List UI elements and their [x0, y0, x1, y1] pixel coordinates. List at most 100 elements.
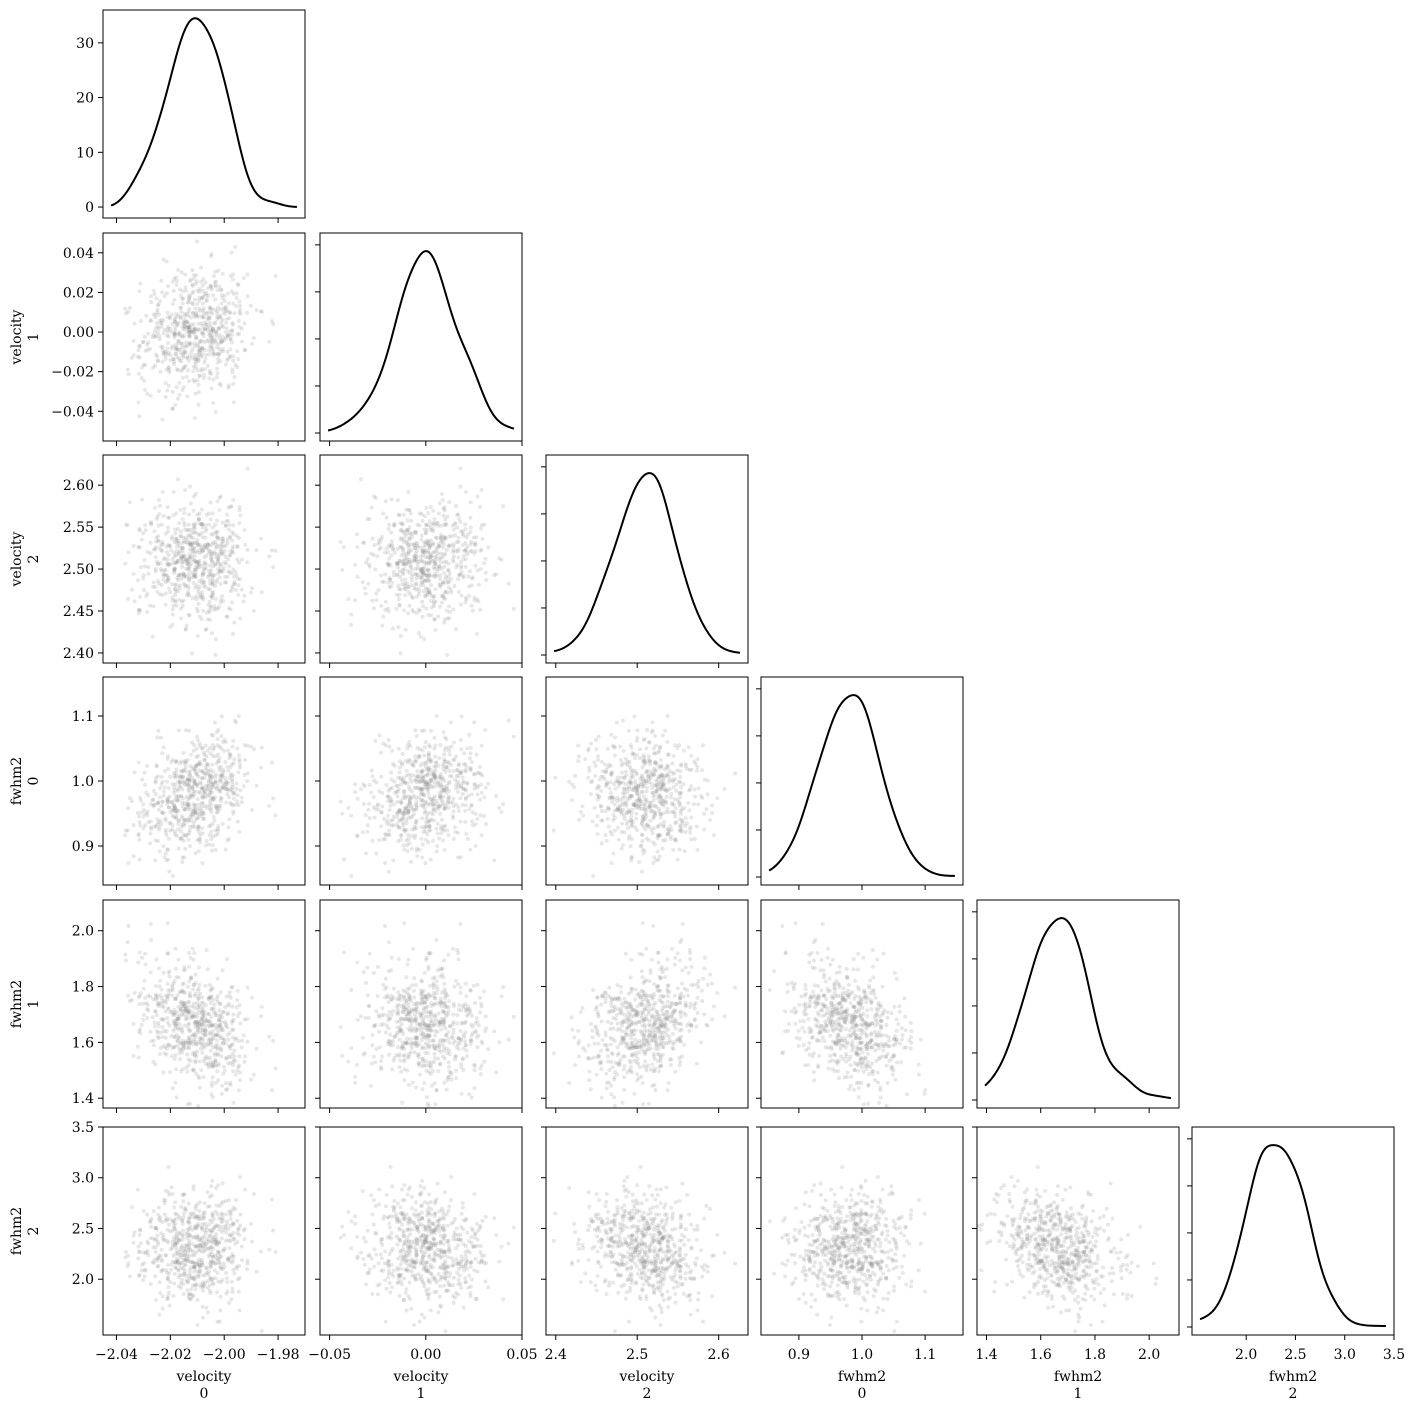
scatter-point [144, 594, 149, 599]
scatter-point [179, 572, 184, 577]
scatter-point [220, 551, 225, 556]
scatter-point [140, 955, 145, 960]
scatter-point [193, 365, 198, 370]
scatter-point [202, 327, 207, 332]
scatter-point [395, 794, 400, 799]
scatter-point [228, 589, 233, 594]
scatter-point [217, 326, 222, 331]
scatter-point [385, 818, 390, 823]
scatter-point [479, 523, 484, 528]
scatter-point [155, 589, 160, 594]
scatter-point [173, 589, 178, 594]
scatter-point [236, 535, 241, 540]
scatter-point [143, 962, 148, 967]
scatter-point [172, 785, 177, 790]
scatter-point [172, 566, 177, 571]
scatter-point [442, 759, 447, 764]
scatter-point [196, 790, 201, 795]
scatter-point [395, 562, 400, 567]
scatter-point [219, 548, 224, 553]
scatter-point [179, 1069, 184, 1074]
scatter-point [127, 305, 132, 310]
scatter-point [494, 572, 499, 577]
scatter-point [197, 373, 202, 378]
scatter-point [217, 1061, 222, 1066]
scatter-point [217, 765, 222, 770]
scatter-point [165, 847, 170, 852]
scatter-point [191, 526, 196, 531]
scatter-point [412, 586, 417, 591]
scatter-point [159, 810, 164, 815]
scatter-point [179, 341, 184, 346]
scatter-point [423, 829, 428, 834]
scatter-point [371, 795, 376, 800]
scatter-point [349, 612, 354, 617]
scatter-point [227, 523, 232, 528]
scatter-point [208, 310, 213, 315]
scatter-point [175, 1014, 180, 1019]
scatter-point [434, 937, 439, 942]
scatter-point [207, 599, 212, 604]
scatter-point [203, 280, 208, 285]
scatter-point [403, 759, 408, 764]
scatter-point [423, 530, 428, 535]
scatter-point [190, 549, 195, 554]
scatter-point [182, 327, 187, 332]
scatter-point [210, 336, 215, 341]
scatter-point [230, 328, 235, 333]
scatter-point [434, 548, 439, 553]
scatter-point [682, 849, 687, 854]
scatter-point [479, 790, 484, 795]
scatter-point [486, 781, 491, 786]
scatter-point [156, 581, 161, 586]
scatter-point [196, 996, 201, 1001]
scatter-point [185, 1052, 190, 1057]
scatter-point [404, 562, 409, 567]
scatter-point [447, 610, 452, 615]
scatter-point [137, 355, 142, 360]
scatter-point [641, 794, 646, 799]
scatter-point [397, 603, 402, 608]
scatter-point [425, 568, 430, 573]
scatter-point [151, 788, 156, 793]
scatter-point [187, 334, 192, 339]
scatter-point [273, 813, 278, 818]
scatter-point [660, 782, 665, 787]
scatter-point [160, 290, 165, 295]
scatter-point [451, 1027, 456, 1032]
scatter-point [455, 767, 460, 772]
scatter-point [473, 563, 478, 568]
scatter-point [151, 580, 156, 585]
scatter-point [237, 753, 242, 758]
scatter-point [457, 516, 462, 521]
scatter-point [206, 324, 211, 329]
scatter-point [467, 807, 472, 812]
scatter-point [216, 268, 221, 273]
scatter-point [176, 573, 181, 578]
scatter-point [644, 823, 649, 828]
scatter-point [167, 370, 172, 375]
scatter-point [213, 795, 218, 800]
scatter-point [420, 614, 425, 619]
scatter-point [191, 369, 196, 374]
scatter-point [187, 844, 192, 849]
scatter-point [169, 548, 174, 553]
scatter-point [220, 544, 225, 549]
scatter-point [454, 1076, 459, 1081]
scatter-point [401, 571, 406, 576]
scatter-point [159, 522, 164, 527]
scatter-point [702, 811, 707, 816]
scatter-point [193, 357, 198, 362]
scatter-point [217, 779, 222, 784]
scatter-point [208, 340, 213, 345]
scatter-point [395, 799, 400, 804]
scatter-point [217, 315, 222, 320]
scatter-point [199, 580, 204, 585]
scatter-point [196, 518, 201, 523]
scatter-point [172, 1056, 177, 1061]
scatter-point [391, 569, 396, 574]
scatter-point [208, 283, 213, 288]
scatter-point [180, 335, 185, 340]
scatter-point [237, 299, 242, 304]
scatter-point [155, 559, 160, 564]
